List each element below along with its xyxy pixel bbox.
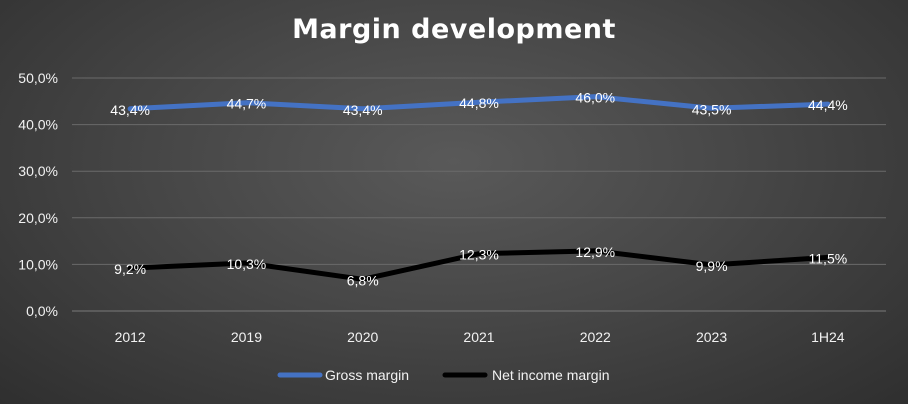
data-label: 44,8%	[459, 95, 499, 111]
y-tick-label: 10,0%	[18, 256, 58, 272]
y-tick-label: 50,0%	[18, 70, 58, 86]
data-label: 43,4%	[343, 102, 383, 118]
chart-title: Margin development	[292, 14, 616, 45]
y-tick-label: 40,0%	[18, 117, 58, 133]
data-point	[362, 278, 364, 280]
x-tick-label: 2020	[347, 329, 378, 345]
data-point	[594, 96, 596, 98]
data-label: 12,9%	[575, 244, 615, 260]
data-label: 43,4%	[110, 102, 150, 118]
data-label: 44,7%	[227, 96, 267, 112]
data-point	[478, 101, 480, 103]
data-point	[245, 262, 247, 264]
data-label: 9,9%	[696, 258, 728, 274]
data-point	[245, 102, 247, 104]
x-tick-label: 2012	[115, 329, 146, 345]
x-tick-label: 2023	[696, 329, 727, 345]
x-tick-label: 2019	[231, 329, 262, 345]
x-tick-label: 2021	[463, 329, 494, 345]
data-point	[711, 264, 713, 266]
data-point	[129, 267, 131, 269]
data-label: 12,3%	[459, 247, 499, 263]
data-label: 6,8%	[347, 272, 379, 288]
y-tick-label: 30,0%	[18, 163, 58, 179]
x-tick-label: 2022	[580, 329, 611, 345]
data-point	[362, 108, 364, 110]
data-label: 10,3%	[227, 256, 267, 272]
data-point	[827, 256, 829, 258]
data-label: 43,5%	[692, 101, 732, 117]
data-label: 44,4%	[808, 97, 848, 113]
y-tick-label: 20,0%	[18, 210, 58, 226]
data-label: 11,5%	[809, 250, 848, 266]
data-label: 46,0%	[575, 90, 615, 106]
data-label: 9,2%	[114, 261, 146, 277]
data-point	[827, 103, 829, 105]
data-point	[478, 253, 480, 255]
legend-label: Gross margin	[325, 367, 409, 383]
data-point	[129, 108, 131, 110]
legend-label: Net income margin	[492, 367, 610, 383]
x-tick-label: 1H24	[811, 329, 845, 345]
data-point	[594, 250, 596, 252]
data-point	[711, 107, 713, 109]
y-tick-label: 0,0%	[26, 303, 58, 319]
